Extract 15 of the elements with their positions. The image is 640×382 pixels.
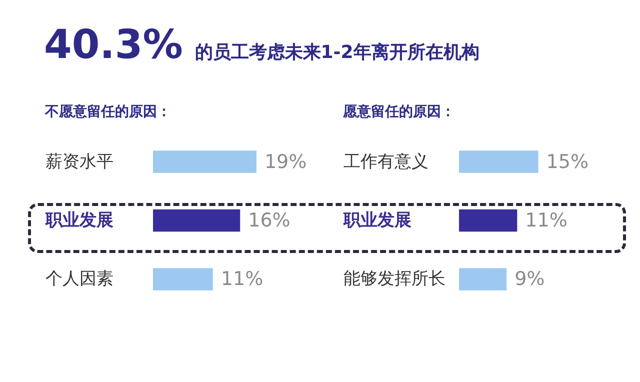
chart-subtitle: 愿意留任的原因： [342, 103, 455, 120]
data-label: 9% [514, 268, 545, 290]
y-tick-label: 职业发展 [44, 210, 114, 230]
y-tick-label: 工作有意义 [344, 152, 428, 172]
data-label: 15% [546, 150, 589, 173]
chart-title: 40.3% 的员工考虑未来1-2年离开所在机构 [44, 22, 480, 68]
y-tick-label: 薪资水平 [46, 152, 114, 172]
chart-subtitle: 不愿意留任的原因： [44, 103, 171, 120]
y-tick-label: 能够发挥所长 [344, 269, 446, 290]
data-label: 16% [248, 210, 290, 232]
y-tick-label: 个人因素 [46, 269, 114, 290]
data-label: 11% [220, 268, 264, 290]
data-label: 19% [264, 150, 307, 173]
data-label: 11% [525, 210, 568, 232]
y-tick-label: 职业发展 [342, 210, 412, 230]
